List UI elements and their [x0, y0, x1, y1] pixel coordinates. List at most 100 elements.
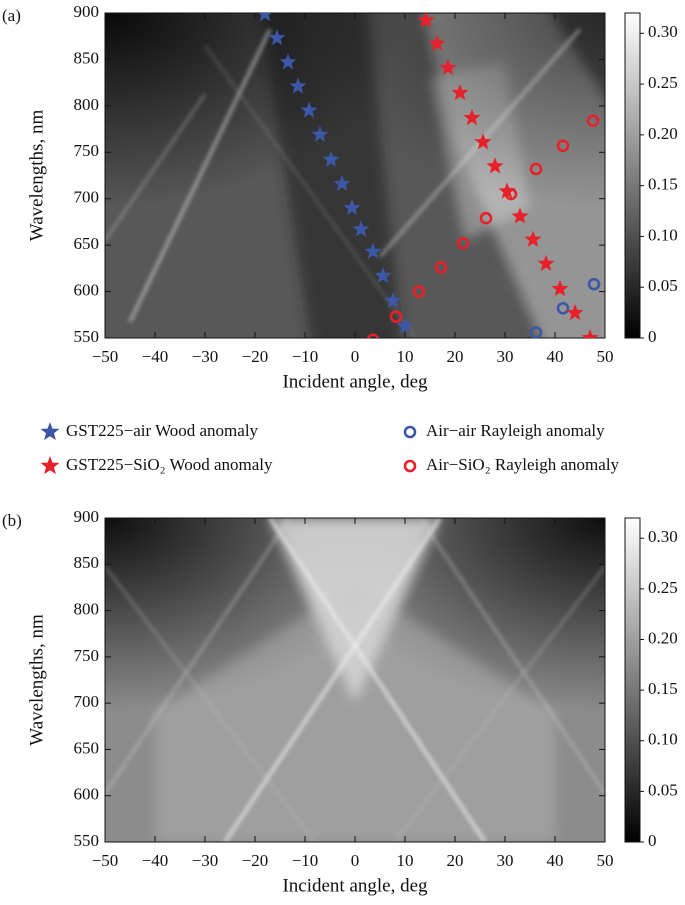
colorbar-tick-label: 0.30: [648, 527, 678, 546]
circle-marker: [529, 326, 543, 338]
star-marker: [551, 279, 569, 297]
y-tick-label: 550: [74, 831, 100, 850]
colorbar-tick-label: 0: [648, 327, 657, 346]
y-tick-label: 600: [74, 785, 100, 804]
star-marker: [311, 125, 329, 142]
circle-marker: [412, 285, 426, 298]
x-tick-label: −40: [142, 347, 169, 366]
star-marker: [258, 13, 272, 22]
star-marker: [537, 254, 555, 271]
x-tick-label: −50: [92, 347, 119, 366]
y-tick-label: 550: [74, 327, 100, 346]
y-tick-label: 650: [74, 738, 100, 757]
y-tick-label: 700: [74, 188, 100, 207]
circle-marker: [529, 162, 543, 176]
colorbar-tick-label: 0.15: [648, 175, 678, 194]
circle-marker: [456, 236, 470, 250]
y-axis-title: Wavelengths, nm: [26, 614, 47, 746]
colorbar-tick-label: 0.15: [648, 679, 678, 698]
colorbar-tick-label: 0.20: [648, 628, 678, 647]
heatmap-dark: [105, 13, 605, 338]
colorbar-tick-label: 0.10: [648, 730, 678, 749]
x-tick-label: 30: [497, 347, 514, 366]
star-marker: [417, 13, 435, 28]
circle-marker: [556, 139, 570, 153]
x-tick-label: −30: [192, 347, 219, 366]
x-tick-label: −10: [292, 851, 319, 870]
heatmap-ridge: [105, 565, 316, 842]
x-tick-label: 20: [447, 851, 464, 870]
x-tick-label: −20: [242, 851, 269, 870]
circle-marker: [556, 301, 570, 315]
star-marker: [333, 174, 351, 192]
panel-label: (a): [2, 6, 21, 25]
colorbar-tick-label: 0: [648, 831, 657, 850]
circle-marker: [389, 310, 403, 323]
heatmap-ridge: [105, 518, 291, 794]
y-tick-label: 650: [74, 234, 100, 253]
y-tick-label: 600: [74, 280, 100, 299]
star-marker: [374, 266, 392, 284]
x-tick-label: 40: [547, 347, 564, 366]
markers: [258, 13, 601, 338]
star-marker: [486, 157, 504, 174]
y-tick-label: 850: [74, 48, 100, 67]
circle-marker: [586, 114, 600, 128]
star-marker: [524, 230, 542, 247]
x-tick-label: 10: [397, 347, 414, 366]
star-marker: [511, 207, 529, 224]
colorbar-tick-label: 0.05: [648, 780, 678, 799]
star-marker: [428, 34, 446, 51]
x-tick-label: 0: [351, 851, 360, 870]
y-axis-title: Wavelengths, nm: [26, 110, 47, 242]
heatmap-ridge: [223, 518, 442, 842]
star-marker: [384, 291, 402, 309]
y-tick-label: 900: [74, 2, 100, 21]
x-tick-label: −10: [292, 347, 319, 366]
heatmap-ridge: [394, 565, 605, 842]
panel-label: (b): [2, 511, 22, 530]
colorbar-tick-label: 0.25: [648, 73, 678, 92]
x-tick-label: −40: [142, 851, 169, 870]
colorbar-tick-label: 0.05: [648, 276, 678, 295]
x-tick-label: 50: [597, 347, 614, 366]
y-tick-label: 900: [74, 507, 100, 526]
star-marker: [300, 101, 318, 118]
legend-marker: [40, 456, 60, 475]
heatmap-ridge: [268, 518, 487, 842]
star-marker: [474, 133, 492, 150]
x-tick-label: 50: [597, 851, 614, 870]
x-tick-label: 10: [397, 851, 414, 870]
y-tick-label: 750: [74, 141, 100, 160]
heatmap-ridge: [419, 518, 605, 794]
legend-label: Air−air Rayleigh anomaly: [426, 421, 605, 440]
heatmap-ridge: [204, 44, 416, 338]
colorbar-tick-label: 0.30: [648, 22, 678, 41]
y-tick-label: 800: [74, 599, 100, 618]
legend-marker: [403, 425, 417, 439]
heatmap: [105, 13, 605, 338]
colorbar-tick-label: 0.25: [648, 578, 678, 597]
x-axis-title: Incident angle, deg: [282, 875, 428, 896]
heatmap-bright: [155, 582, 555, 842]
heatmap-ridge: [128, 28, 272, 323]
star-marker: [289, 77, 307, 94]
circle-marker: [587, 277, 601, 291]
x-tick-label: −50: [92, 851, 119, 870]
x-tick-label: 20: [447, 347, 464, 366]
y-tick-label: 800: [74, 95, 100, 114]
colorbar: [624, 12, 641, 339]
colorbar-tick-label: 0.10: [648, 225, 678, 244]
colorbar-tick-label: 0.20: [648, 124, 678, 143]
star-marker: [279, 53, 297, 70]
circle-marker: [504, 187, 518, 201]
star-marker: [581, 329, 599, 338]
legend-marker: [403, 459, 417, 473]
star-marker: [352, 220, 370, 237]
y-tick-label: 750: [74, 646, 100, 665]
legend-label: Air−SiO₂ Rayleigh anomaly: [426, 455, 620, 474]
legend-marker: [40, 422, 60, 441]
star-marker: [396, 316, 414, 334]
colorbar: [624, 517, 641, 843]
